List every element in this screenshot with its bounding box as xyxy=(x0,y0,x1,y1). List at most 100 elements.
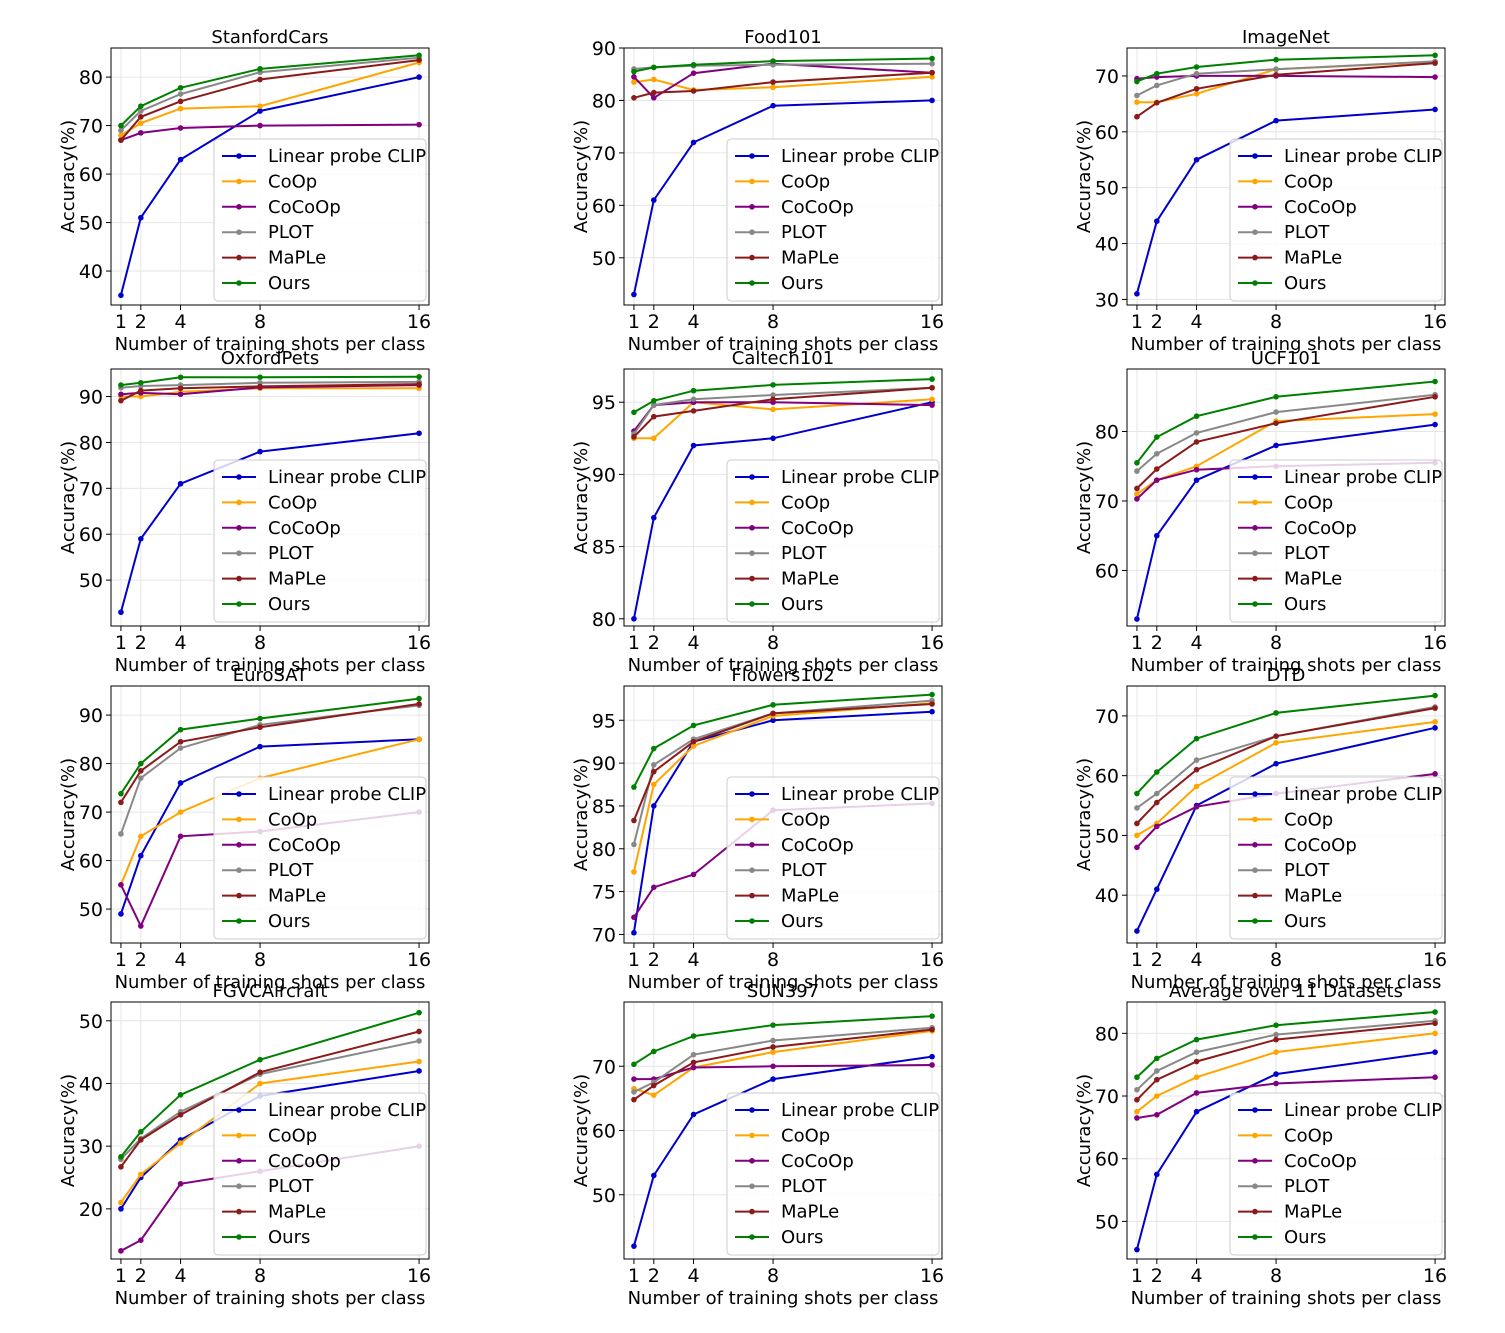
legend-label: CoCoOp xyxy=(268,518,341,539)
data-point-coop xyxy=(1134,1108,1140,1115)
legend-marker xyxy=(1252,816,1258,823)
y-tick-label: 70 xyxy=(79,802,103,824)
data-point-maple xyxy=(770,396,776,403)
legend xyxy=(213,1092,427,1256)
data-point-maple xyxy=(257,724,263,731)
data-point-maple xyxy=(177,385,184,392)
data-point-linear-probe-clip xyxy=(177,156,184,163)
data-point-maple xyxy=(631,1096,637,1103)
y-tick-label: 70 xyxy=(1095,66,1119,88)
legend-marker xyxy=(236,1234,242,1240)
chart-average-over-11-datasets: 1 2 4 8 16 50 60 70 80 Average over 11 Datasets Nu… xyxy=(1074,981,1447,1309)
data-point-linear-probe-clip xyxy=(177,480,184,487)
legend-marker xyxy=(1252,892,1258,899)
legend-label: Ours xyxy=(268,594,310,615)
data-point-maple xyxy=(1154,1076,1160,1083)
data-point-maple xyxy=(1273,1036,1279,1043)
data-point-plot xyxy=(1273,409,1279,415)
legend-label: CoCoOp xyxy=(268,835,341,856)
data-point-ours xyxy=(929,691,935,698)
legend-marker xyxy=(749,254,755,261)
data-point-plot xyxy=(929,60,935,67)
data-point-ours xyxy=(1154,769,1160,775)
y-tick-label: 80 xyxy=(592,839,616,861)
data-point-ours xyxy=(651,745,657,752)
data-point-plot xyxy=(1134,92,1140,99)
legend-label: CoCoOp xyxy=(781,518,854,539)
legend-marker xyxy=(749,1183,755,1189)
data-point-linear-probe-clip xyxy=(1193,477,1200,483)
legend-marker xyxy=(236,204,242,210)
data-point-coop xyxy=(651,781,657,788)
data-point-linear-probe-clip xyxy=(929,708,935,715)
x-tick-label: 16 xyxy=(1423,949,1447,971)
y-axis-label: Accuracy(%) xyxy=(1074,758,1095,871)
plot-frame xyxy=(1126,1001,1446,1260)
x-tick-label: 8 xyxy=(254,311,266,333)
data-point-linear-probe-clip xyxy=(1273,442,1279,449)
legend-label: PLOT xyxy=(1284,860,1330,881)
legend-marker xyxy=(749,1107,755,1113)
data-point-maple xyxy=(1273,72,1279,78)
data-point-ours xyxy=(257,715,263,722)
legend-label: MaPLe xyxy=(781,248,839,269)
y-tick-label: 90 xyxy=(592,38,616,60)
data-point-coop xyxy=(1193,1074,1200,1081)
data-point-linear-probe-clip xyxy=(631,615,637,622)
data-point-plot xyxy=(1193,1049,1200,1055)
data-point-maple xyxy=(690,738,697,745)
data-point-linear-probe-clip xyxy=(1432,421,1438,428)
data-point-linear-probe-clip xyxy=(257,743,263,750)
data-point-maple xyxy=(651,89,657,96)
data-point-ours xyxy=(1273,393,1279,400)
data-point-ours xyxy=(631,68,637,75)
legend-label: Ours xyxy=(1284,1227,1326,1248)
data-point-coop xyxy=(631,79,637,85)
chart-eurosat: 1 2 4 8 16 50 60 70 80 90 EuroSAT Number of trainin… xyxy=(58,665,431,993)
legend xyxy=(726,459,940,623)
data-point-linear-probe-clip xyxy=(1193,156,1200,163)
data-point-maple xyxy=(929,384,935,391)
y-tick-label: 95 xyxy=(592,392,616,414)
x-axis-label: Number of training shots per class xyxy=(1131,334,1442,355)
x-tick-label: 2 xyxy=(135,949,147,971)
x-tick-label: 4 xyxy=(175,949,187,971)
data-point-plot xyxy=(651,402,657,408)
x-axis-label: Number of training shots per class xyxy=(115,334,426,355)
x-tick-label: 4 xyxy=(688,1265,700,1287)
data-point-coop xyxy=(929,396,935,403)
legend-label: CoOp xyxy=(268,1125,317,1146)
legend-marker xyxy=(236,1158,242,1164)
data-point-cocoop xyxy=(118,391,124,398)
legend-marker xyxy=(1252,229,1258,235)
legend-marker xyxy=(749,1234,755,1240)
x-tick-label: 1 xyxy=(115,949,127,971)
data-point-coop xyxy=(1432,719,1438,725)
legend-label: Ours xyxy=(268,1227,310,1248)
x-tick-label: 8 xyxy=(254,1265,266,1287)
data-point-linear-probe-clip xyxy=(631,929,637,936)
data-point-plot xyxy=(1154,1068,1160,1074)
plot-frame xyxy=(623,47,943,306)
chart-title: EuroSAT xyxy=(233,665,308,686)
data-point-cocoop xyxy=(631,74,637,80)
legend xyxy=(213,138,427,302)
data-point-linear-probe-clip xyxy=(651,197,657,203)
legend-marker xyxy=(1252,178,1258,185)
data-point-ours xyxy=(118,382,124,388)
data-point-cocoop xyxy=(118,1248,124,1254)
data-point-plot xyxy=(1154,450,1160,457)
chart-title: Food101 xyxy=(744,27,822,48)
data-point-coop xyxy=(177,105,184,112)
data-point-cocoop xyxy=(651,95,657,101)
y-axis-label: Accuracy(%) xyxy=(571,120,592,233)
data-point-cocoop xyxy=(1193,466,1200,473)
data-point-linear-probe-clip xyxy=(416,1068,422,1074)
x-tick-label: 2 xyxy=(648,1265,660,1287)
data-point-linear-probe-clip xyxy=(770,717,776,724)
data-point-maple xyxy=(1154,99,1160,106)
y-axis-label: Accuracy(%) xyxy=(571,1074,592,1187)
legend-label: Linear probe CLIP xyxy=(268,146,426,167)
series-line-maple xyxy=(1136,1022,1436,1101)
data-point-maple xyxy=(1193,1058,1200,1065)
